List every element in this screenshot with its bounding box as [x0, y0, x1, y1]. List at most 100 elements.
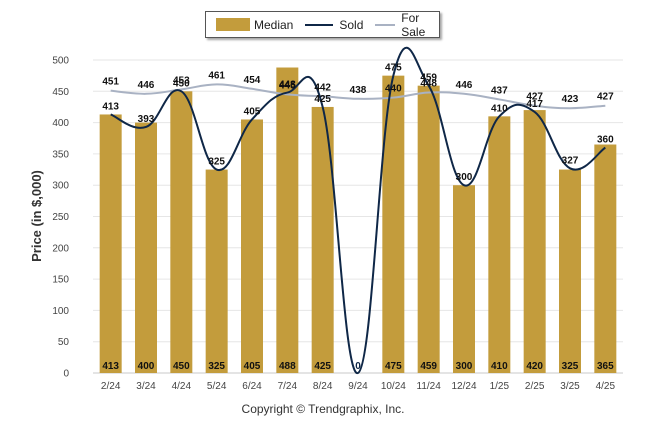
x-tick-label: 2/25: [525, 381, 545, 392]
median-bar: [276, 67, 299, 374]
for-sale-swatch: [375, 23, 396, 26]
median-value-label: 325: [562, 361, 579, 372]
median-value-label: 450: [173, 361, 190, 372]
lines: [110, 46, 606, 375]
x-tick-label: 5/24: [207, 381, 227, 392]
sold-value-label: 450: [173, 78, 190, 89]
median-value-label: 400: [138, 361, 155, 372]
median-value-label: 365: [597, 361, 614, 372]
median-value-label: 325: [208, 361, 225, 372]
for-sale-line: [110, 83, 606, 110]
for-sale-value-label: 427: [526, 92, 543, 103]
for-sale-value-label: 446: [456, 80, 473, 91]
y-tick-label: 50: [58, 337, 70, 348]
y-tick-label: 250: [52, 212, 69, 223]
x-axis: 2/24 3/24 4/24 5/24 6/24 7/24 8/24 9/24 10/24 11/…: [101, 381, 616, 392]
legend-item-for-sale[interactable]: For Sale: [375, 11, 433, 39]
median-value-label: 0: [355, 361, 361, 372]
median-bar: [523, 110, 546, 373]
x-tick-label: 8/24: [313, 381, 333, 392]
sold-value-label: 417: [526, 99, 543, 110]
legend-item-sold[interactable]: Sold: [305, 18, 363, 32]
sold-value-label: 410: [491, 103, 508, 114]
copyright: Copyright © Trendgraphix, Inc.: [241, 402, 405, 416]
x-tick-label: 12/24: [451, 381, 476, 392]
for-sale-value-label: 454: [244, 75, 261, 86]
median-value-label: 488: [279, 361, 296, 372]
y-tick-label: 500: [52, 56, 69, 67]
sold-value-label: 300: [456, 172, 473, 183]
legend-for-sale-label: For Sale: [401, 10, 426, 39]
median-value-label: 410: [491, 361, 508, 372]
for-sale-value-label: 461: [208, 70, 225, 81]
median-bar: [311, 106, 334, 373]
median-bar: [205, 169, 228, 373]
median-swatch: [216, 18, 250, 31]
y-tick-label: 200: [52, 243, 69, 254]
y-axis-title: Price (in $,000): [29, 170, 44, 262]
median-value-label: 420: [526, 361, 543, 372]
median-bar: [417, 85, 440, 373]
median-bar: [99, 114, 122, 373]
median-value-label: 425: [314, 361, 331, 372]
for-sale-value-label: 427: [597, 92, 614, 103]
x-tick-label: 6/24: [242, 381, 262, 392]
sold-value-label: 459: [420, 73, 437, 84]
for-sale-value-label: 448: [420, 79, 437, 90]
sold-value-label: 425: [314, 94, 331, 105]
for-sale-value-label: 451: [102, 77, 119, 88]
x-tick-label: 10/24: [381, 381, 406, 392]
x-tick-label: 4/24: [172, 381, 192, 392]
sold-value-label: 360: [597, 135, 614, 146]
y-tick-label: 300: [52, 181, 69, 192]
sold-line: [110, 46, 606, 375]
median-bars: [99, 67, 617, 374]
y-tick-label: 350: [52, 149, 69, 160]
y-tick-label: 0: [63, 369, 69, 380]
for-sale-value-label: 438: [350, 85, 367, 96]
for-sale-value-label: 423: [562, 94, 579, 105]
median-value-label: 300: [456, 361, 473, 372]
x-tick-label: 7/24: [278, 381, 298, 392]
median-bar: [241, 119, 263, 373]
median-value-label: 475: [385, 361, 402, 372]
sold-value-label: 393: [138, 114, 155, 125]
y-axis: 0 50 100 150 200 250 300 350 400 450 500: [52, 56, 69, 380]
median-value-label: 459: [420, 361, 437, 372]
sold-value-label: 405: [244, 106, 261, 117]
median-bar: [135, 122, 157, 373]
legend-item-median[interactable]: Median: [216, 18, 293, 32]
median-bar: [453, 185, 475, 373]
x-tick-label: 4/25: [596, 381, 616, 392]
for-sale-value-label: 440: [385, 84, 402, 95]
median-bar: [170, 91, 193, 374]
x-tick-label: 9/24: [348, 381, 368, 392]
median-value-label: 413: [102, 361, 119, 372]
sold-value-label: 327: [562, 155, 579, 166]
for-sale-value-label: 437: [491, 85, 508, 96]
median-bar: [559, 169, 581, 373]
sold-value-label: 325: [208, 157, 225, 168]
y-tick-label: 450: [52, 87, 69, 98]
for-sale-value-label: 453: [173, 75, 190, 86]
y-tick-label: 100: [52, 306, 69, 317]
median-bar: [488, 116, 511, 373]
y-tick-label: 150: [52, 275, 69, 286]
median-value-label: 405: [244, 361, 261, 372]
x-tick-label: 11/24: [417, 381, 442, 392]
sold-value-label: 413: [102, 101, 119, 112]
y-tick-label: 400: [52, 118, 69, 129]
legend-sold-label: Sold: [339, 17, 364, 32]
sold-value-label: 475: [385, 63, 402, 74]
median-bar: [594, 144, 617, 373]
sold-value-label: 448: [279, 80, 296, 91]
sold-swatch: [305, 23, 334, 26]
median-bar: [382, 75, 405, 374]
x-tick-label: 1/25: [490, 381, 510, 392]
x-tick-label: 2/24: [101, 381, 121, 392]
for-sale-value-label: 445: [279, 80, 296, 91]
legend: Median Sold For Sale: [205, 11, 440, 39]
x-tick-label: 3/25: [560, 381, 580, 392]
